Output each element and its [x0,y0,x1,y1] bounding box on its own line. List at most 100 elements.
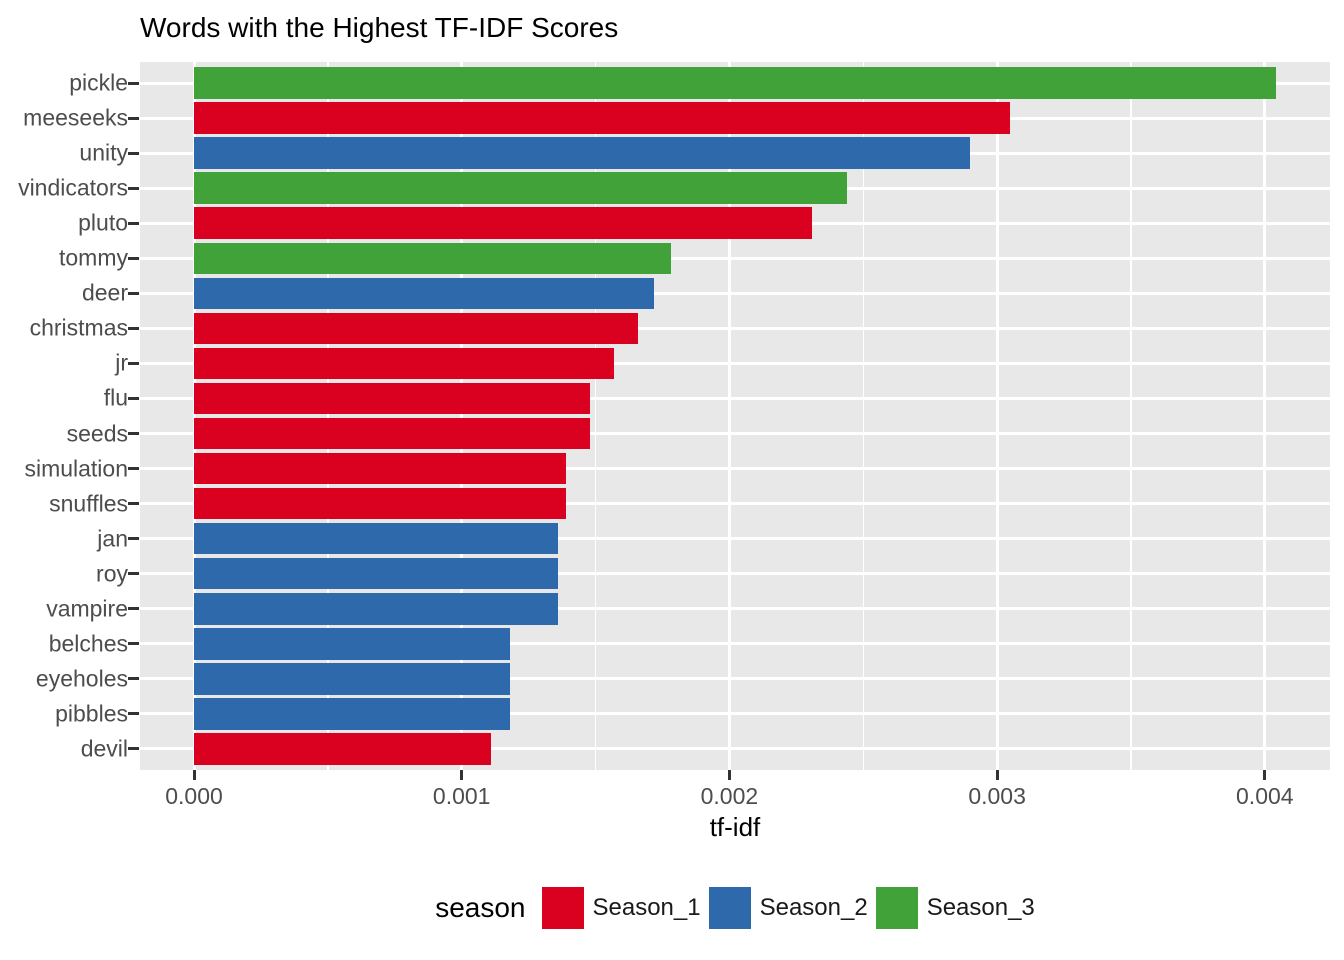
legend-swatch [708,887,751,929]
legend-label: Season_1 [592,894,701,921]
x-axis-tick-label: 0.000 [165,783,223,809]
y-axis-tick [128,186,139,190]
y-axis-tick [128,502,139,506]
y-axis-tick [128,116,139,120]
bar-christmas [194,312,639,345]
legend: season Season_1 Season_2 Season_3 [140,880,1330,936]
legend-label: Season_2 [759,894,868,921]
y-axis-tick [128,396,139,400]
y-axis-label: pibbles [55,700,128,727]
plot-panel [140,62,1330,770]
y-axis-label: pickle [69,69,128,96]
x-axis-tick-label: 0.002 [700,783,759,809]
x-axis-tick [1263,770,1267,780]
y-axis-label: roy [96,560,128,587]
gridline-major-y [140,467,1330,471]
gridline-major-y [140,326,1330,330]
bar-unity [194,137,971,169]
legend-swatch [541,887,584,929]
y-axis-label: flu [103,384,128,411]
legend-item: Season_1 [541,887,701,929]
bar-pluto [194,207,813,239]
gridline-minor-x [862,62,864,770]
x-axis-tick-label: 0.003 [968,783,1026,809]
y-axis-tick [128,642,139,646]
x-axis-title: tf-idf [709,812,761,842]
legend-items: Season_1 Season_2 Season_3 [541,887,1035,929]
gridline-major-y [140,747,1330,751]
bar-deer [194,277,655,310]
y-axis-label: meeseeks [23,104,128,131]
legend-item: Season_2 [708,887,868,929]
bar-jr [194,347,615,380]
gridline-major-y [140,256,1330,260]
y-axis-tick [128,747,139,751]
x-axis-tick [192,770,196,780]
legend-title: season [435,892,526,923]
y-axis-label: simulation [24,455,128,482]
gridline-minor-x [327,62,329,770]
bar-eyeholes [194,663,510,695]
bar-snuffles [194,487,567,520]
y-axis-label: jr [115,349,128,376]
y-axis-tick [128,291,139,295]
y-axis-label: belches [48,630,128,657]
gridline-major-x [727,62,731,770]
gridline-major-y [140,361,1330,365]
y-axis-tick [128,256,139,260]
gridline-major-x [460,62,464,770]
chart-title: Words with the Highest TF-IDF Scores [140,12,619,43]
gridline-major-y [140,677,1330,681]
gridline-major-y [140,712,1330,716]
y-axis-label: devil [80,735,128,762]
y-axis-tick [128,221,139,225]
legend-label: Season_3 [926,894,1035,921]
y-axis-tick [128,467,139,471]
y-axis-label: unity [79,139,128,166]
y-axis-label: pluto [78,209,128,236]
gridline-major-y [140,291,1330,295]
y-axis-tick [128,81,139,85]
gridline-minor-x [1130,62,1132,770]
gridline-major-x [192,62,196,770]
x-axis-tick [995,770,999,780]
gridline-major-y [140,607,1330,611]
y-axis-tick [128,361,139,365]
x-axis-tick [460,770,464,780]
bar-pickle [194,67,1276,99]
y-axis-tick [128,432,139,436]
gridline-major-y [140,572,1330,576]
bar-pibbles [194,698,510,730]
y-axis-tick [128,712,139,716]
bar-jan [194,522,559,555]
gridline-major-y [140,396,1330,400]
y-axis-label: vindicators [18,174,128,201]
legend-swatch [875,887,918,929]
gridline-minor-x [594,62,597,770]
x-axis-tick [727,770,731,780]
y-axis-label: snuffles [49,490,128,517]
y-axis-tick [128,326,139,330]
y-axis-label: seeds [66,420,128,447]
gridline-major-y [140,537,1330,541]
y-axis-tick [128,607,139,611]
y-axis-tick [128,677,139,681]
y-axis: pickle meeseeks unity vindicators pluto tommy… [0,62,128,770]
gridline-major-y [140,502,1330,506]
y-axis-label: deer [81,279,128,306]
y-axis-label: vampire [46,595,128,622]
y-axis-label: jan [97,525,128,552]
gridline-major-x [1263,62,1267,770]
gridline-major-x [995,62,999,770]
bar-simulation [194,452,567,485]
y-axis-tick [128,537,139,541]
x-axis-tick-label: 0.004 [1236,783,1294,809]
bar-roy [194,557,559,590]
bar-tommy [194,242,671,275]
bar-belches [194,628,510,660]
y-axis-label: christmas [29,314,128,341]
y-axis-tick [128,151,139,155]
bar-devil [194,733,492,765]
legend-item: Season_3 [875,887,1035,929]
